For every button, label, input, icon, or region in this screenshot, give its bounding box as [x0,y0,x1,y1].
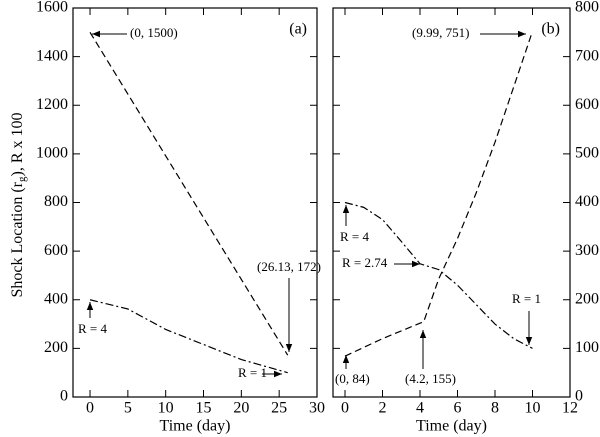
x-tick-label: 8 [491,400,499,417]
y2-tick-label: 500 [575,145,599,162]
y2-tick-label: 100 [575,339,599,356]
x-tick-label: 0 [86,400,94,417]
y-tick-label: 1200 [36,96,68,113]
y-tick-label: 1000 [36,145,68,162]
annotation: R = 1 [512,291,541,306]
annotation: (26.13, 172) [257,259,321,274]
y2-tick-label: 200 [575,290,599,307]
series-line [89,31,289,356]
y-axis-label: Shock Location (rg), R x 100 [9,112,28,297]
x-tick-label: 12 [562,400,578,417]
y2-tick-label: 600 [575,96,599,113]
plot-frame [72,7,318,398]
y2-tick-label: 400 [575,193,599,210]
panel-label: (b) [541,21,560,38]
series-line [89,299,288,374]
annotation: (0, 84) [335,371,370,386]
annotation: R = 4 [340,229,370,244]
plot-frame [332,7,571,398]
annotation: (9.99, 751) [412,25,469,40]
x-tick-label: 4 [416,400,424,417]
y2-tick-label: 700 [575,47,599,64]
x-axis-label: Time (day) [160,418,231,435]
x-tick-label: 10 [158,400,174,417]
y-tick-label: 1400 [36,47,68,64]
x-tick-label: 10 [525,400,541,417]
y-tick-label: 800 [44,193,68,210]
x-tick-label: 30 [309,400,325,417]
series-line [344,201,533,349]
y2-tick-label: 300 [575,242,599,259]
annotation: R = 1 [238,365,267,380]
series-line [344,31,533,357]
y-tick-label: 600 [44,242,68,259]
y-tick-label: 0 [60,388,68,405]
x-tick-label: 2 [379,400,387,417]
x-tick-label: 25 [271,400,287,417]
x-axis-label: Time (day) [416,418,487,435]
y-tick-label: 400 [44,290,68,307]
annotation: (4.2, 155) [405,371,456,386]
annotation: (0, 1500) [130,25,178,40]
y-tick-label: 1600 [36,0,68,16]
x-tick-label: 0 [341,400,349,417]
panel-label: (a) [289,21,307,38]
x-tick-label: 20 [233,400,249,417]
y2-tick-label: 0 [575,388,583,405]
annotation: R = 4 [78,321,108,336]
x-tick-label: 15 [196,400,212,417]
y-tick-label: 200 [44,339,68,356]
x-tick-label: 6 [454,400,462,417]
annotation: R = 2.74 [342,255,388,270]
y2-tick-label: 800 [575,0,599,16]
x-tick-label: 5 [124,400,132,417]
